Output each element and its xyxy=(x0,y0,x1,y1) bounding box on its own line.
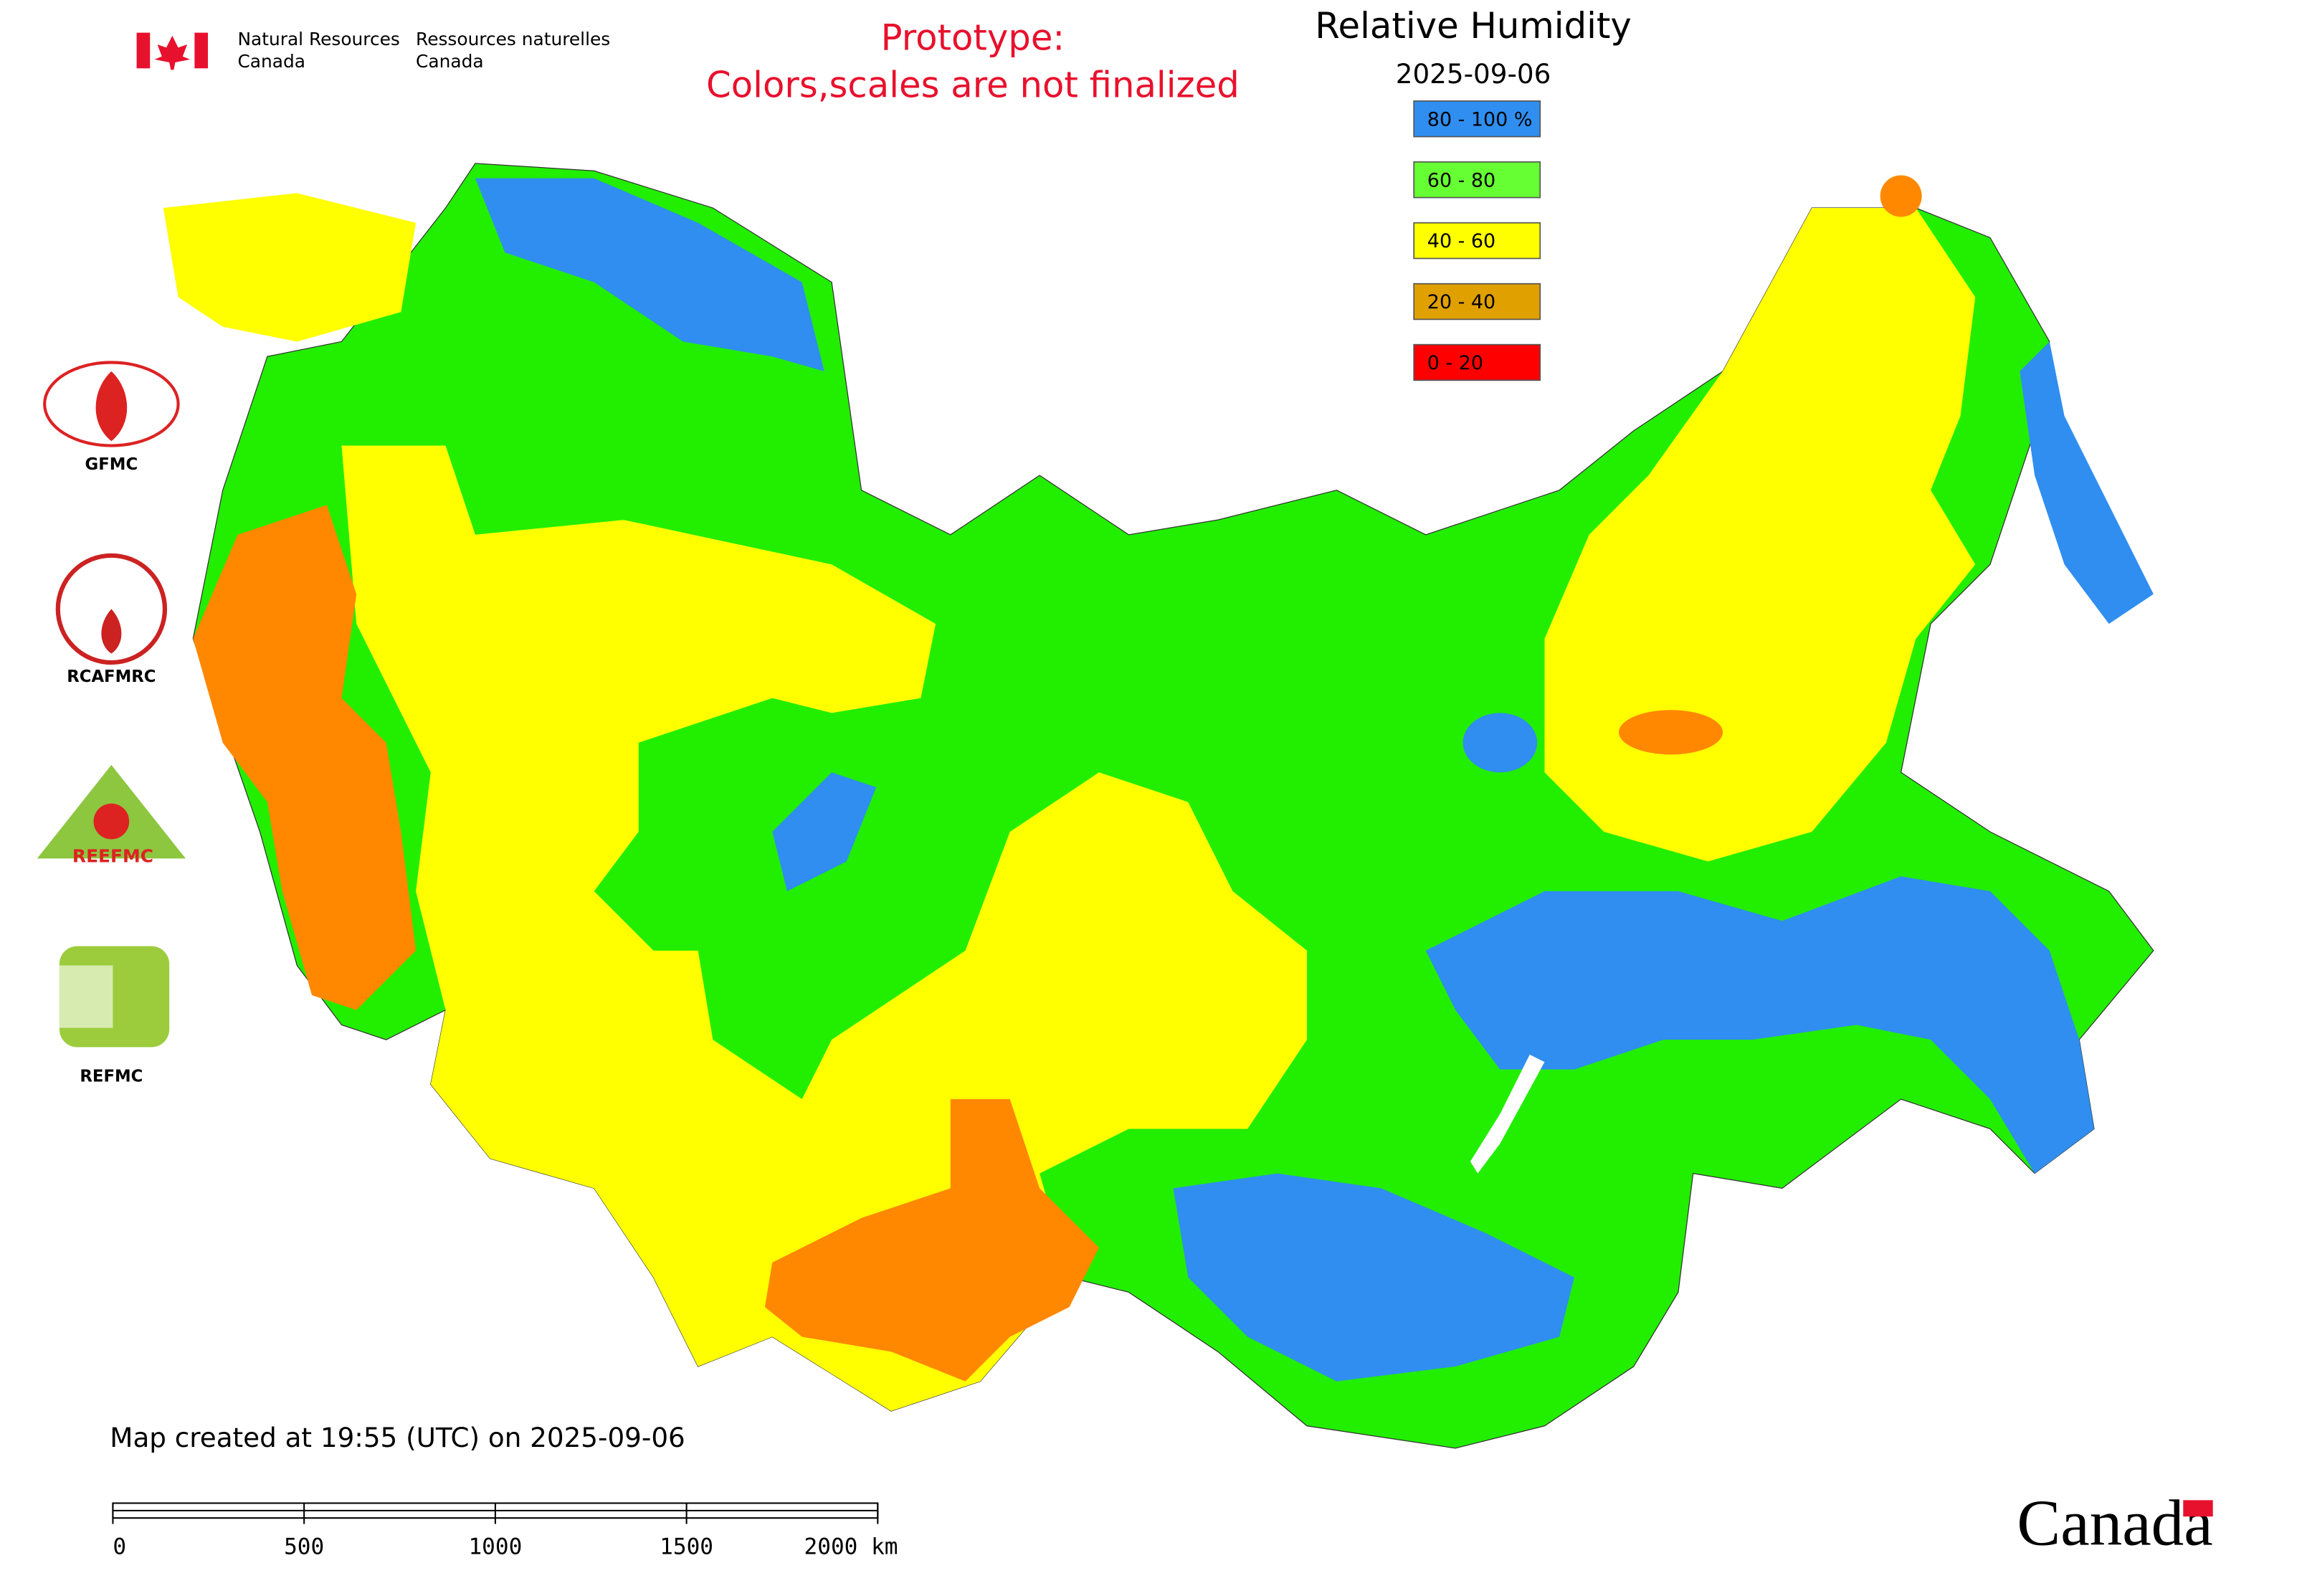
region-yellow-nw xyxy=(163,193,417,342)
flag-left xyxy=(136,32,151,69)
org-fr-2: Canada xyxy=(416,51,484,72)
region-blue-siberia xyxy=(1425,876,2094,1174)
prototype-note-1: Prototype: xyxy=(881,16,1065,58)
legend: Relative Humidity 2025-09-06 80 - 100 % 6… xyxy=(1315,5,1632,381)
region-blue-kamchatka xyxy=(2020,341,2154,624)
logo-refmc-stripes xyxy=(59,965,113,1028)
lake-baikal xyxy=(1470,1054,1545,1174)
scale-label: 2000 km xyxy=(804,1534,898,1560)
legend-date: 2025-09-06 xyxy=(1396,58,1551,90)
region-orange-south xyxy=(764,1099,1099,1382)
org-en-1: Natural Resources xyxy=(237,29,399,49)
scale-label: 0 xyxy=(113,1534,126,1560)
footer: Map created at 19:55 (UTC) on 2025-09-06… xyxy=(110,1422,2213,1560)
logo-label-reefmc: REEFMC xyxy=(72,845,153,866)
wordmark: Canada xyxy=(2017,1487,2212,1559)
map xyxy=(163,163,2154,1449)
legend-label: 80 - 100 % xyxy=(1427,108,1533,130)
scale-label: 500 xyxy=(284,1534,324,1560)
header: Natural Resources Canada Ressources natu… xyxy=(136,16,1240,106)
org-en-2: Canada xyxy=(237,51,305,72)
prototype-note-2: Colors,scales are not finalized xyxy=(706,65,1240,106)
logo-rcafmrc-flame xyxy=(101,609,122,654)
legend-label: 40 - 60 xyxy=(1427,230,1495,252)
legend-swatch xyxy=(1413,222,1541,260)
flag-right xyxy=(194,32,209,69)
legend-swatch xyxy=(1413,343,1541,381)
logo-label-rcafmrc: RCAFMRC xyxy=(67,668,156,686)
logo-reefmc-mark xyxy=(93,803,130,840)
legend-label: 20 - 40 xyxy=(1427,291,1495,313)
flag-leaf xyxy=(154,35,191,70)
map-created: Map created at 19:55 (UTC) on 2025-09-06 xyxy=(110,1422,685,1453)
region-orange-chukotka xyxy=(1880,175,1922,217)
region-yellow-east xyxy=(1544,208,1976,862)
scale-label: 1000 xyxy=(468,1534,522,1560)
legend-label: 60 - 80 xyxy=(1427,169,1495,191)
logo-gfmc-flame xyxy=(95,371,128,442)
region-blue-siberia-spot xyxy=(1462,713,1538,773)
legend-label: 0 - 20 xyxy=(1427,352,1483,374)
region-orange-west xyxy=(193,505,417,1010)
logo-label-refmc: REFMC xyxy=(80,1067,143,1086)
legend-swatch xyxy=(1413,100,1541,138)
legend-swatch xyxy=(1413,282,1541,320)
region-yellow-west xyxy=(341,445,1308,1412)
logo-label-gfmc: GFMC xyxy=(85,455,138,474)
logos: GFMC RCAFMRC REEFMC REFMC xyxy=(37,361,186,1086)
scale-label: 1500 xyxy=(660,1534,713,1560)
region-blue-north xyxy=(475,178,824,371)
legend-swatch xyxy=(1413,161,1541,199)
region-blue-mongolia xyxy=(1173,1173,1574,1382)
region-blue-west xyxy=(772,772,877,891)
region-orange-yakutia xyxy=(1619,710,1723,755)
wordmark-flag xyxy=(2183,1500,2213,1517)
legend-title: Relative Humidity xyxy=(1315,5,1632,47)
org-fr-1: Ressources naturelles xyxy=(416,29,610,49)
